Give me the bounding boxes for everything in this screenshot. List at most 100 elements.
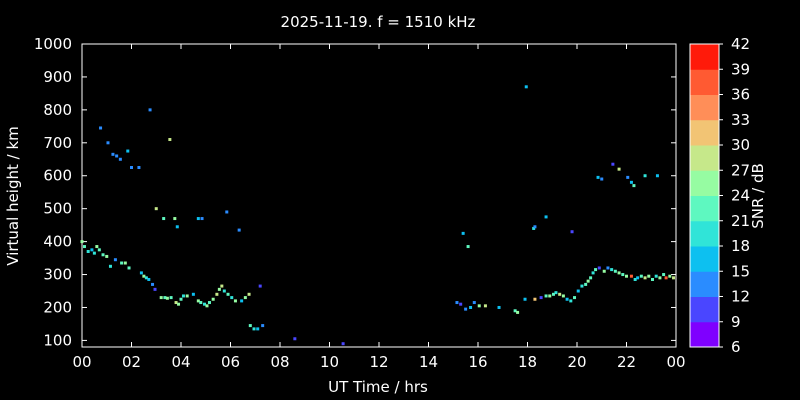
x-tick-label: 06 — [221, 353, 240, 371]
data-point — [647, 274, 651, 278]
colorbar-tick-label: 27 — [731, 161, 750, 179]
colorbar-tick-label: 39 — [731, 60, 750, 78]
data-point — [203, 302, 207, 306]
x-tick-label: 02 — [122, 353, 141, 371]
data-point — [551, 292, 555, 296]
colorbar-segment — [690, 220, 719, 247]
data-point — [594, 268, 598, 272]
data-point — [97, 248, 101, 252]
data-point — [573, 296, 577, 300]
data-point — [248, 324, 252, 328]
data-point — [643, 276, 647, 280]
data-point — [137, 166, 141, 170]
data-point — [148, 108, 152, 112]
data-point — [120, 261, 124, 265]
data-point — [461, 231, 465, 235]
data-point — [341, 342, 345, 346]
data-point — [643, 174, 647, 178]
x-tick-label: 20 — [567, 353, 586, 371]
data-point — [144, 276, 148, 280]
x-tick-label: 16 — [468, 353, 487, 371]
data-point — [99, 126, 103, 130]
data-point — [154, 207, 158, 211]
x-tick-label: 22 — [617, 353, 636, 371]
y-tick-label: 700 — [43, 134, 72, 152]
x-tick-label: 08 — [270, 353, 289, 371]
data-point — [222, 289, 226, 293]
y-tick-label: 600 — [43, 167, 72, 185]
data-point — [174, 301, 178, 305]
data-point — [177, 302, 181, 306]
colorbar-tick-label: 12 — [731, 288, 750, 306]
data-point — [92, 251, 96, 255]
data-point — [142, 274, 146, 278]
data-point — [159, 296, 163, 300]
colorbar-segment — [690, 296, 719, 323]
colorbar-tick-label: 6 — [731, 338, 741, 356]
y-tick-label: 300 — [43, 266, 72, 284]
data-point — [162, 217, 166, 221]
colorbar-segment — [690, 94, 719, 121]
data-point — [113, 258, 117, 262]
colorbar-segment — [690, 44, 719, 70]
data-point — [632, 184, 636, 188]
colorbar-tick-label: 18 — [731, 237, 750, 255]
colorbar-tick-label: 30 — [731, 136, 750, 154]
data-point — [175, 225, 179, 229]
data-point — [625, 274, 628, 278]
data-point — [105, 254, 109, 258]
data-point — [243, 296, 247, 300]
x-tick-label: 00 — [666, 353, 685, 371]
data-point — [629, 274, 633, 278]
data-point — [207, 301, 211, 305]
data-point — [163, 296, 167, 300]
data-point — [513, 309, 517, 313]
colorbar-label: SNR / dB — [749, 163, 767, 229]
colorbar-segment — [690, 170, 719, 196]
data-point — [240, 299, 244, 303]
data-point — [672, 276, 676, 280]
data-point — [516, 310, 520, 314]
data-point — [539, 296, 543, 300]
data-point — [185, 294, 189, 298]
y-tick-label: 100 — [43, 331, 72, 349]
colorbar-tick-label: 36 — [731, 86, 750, 104]
y-tick-label: 500 — [43, 200, 72, 218]
colorbar-segment — [690, 119, 719, 146]
data-point — [196, 217, 200, 221]
data-point — [151, 282, 155, 286]
data-point — [181, 294, 185, 298]
data-point — [650, 277, 654, 281]
data-point — [544, 294, 548, 298]
data-point — [617, 167, 621, 171]
colorbar-segment — [690, 145, 719, 171]
data-point — [252, 327, 256, 331]
data-point — [455, 301, 459, 305]
data-point — [561, 294, 565, 298]
x-tick-label: 10 — [320, 353, 339, 371]
data-point — [483, 304, 487, 308]
data-point — [576, 289, 580, 293]
data-point — [613, 269, 617, 273]
y-tick-label: 1000 — [34, 35, 72, 53]
plot-area — [81, 43, 677, 348]
data-point — [626, 175, 630, 179]
data-point — [629, 180, 633, 184]
x-tick-label: 00 — [72, 353, 91, 371]
data-point — [293, 337, 297, 341]
data-point — [108, 264, 112, 268]
y-axis-ticks: 100 200 300 400 500 600 700 800 900 1000 — [34, 35, 676, 349]
data-point — [130, 166, 133, 170]
x-tick-label: 12 — [369, 353, 388, 371]
data-point — [523, 297, 527, 301]
data-point — [497, 305, 501, 309]
data-point — [147, 277, 151, 281]
x-axis-ticks: 00 02 04 06 08 10 12 14 16 18 20 22 00 — [72, 44, 686, 371]
x-tick-label: 04 — [171, 353, 190, 371]
data-point — [196, 299, 200, 303]
data-point — [606, 266, 610, 270]
data-point — [464, 307, 468, 311]
data-point — [211, 297, 215, 301]
data-point — [617, 271, 621, 275]
data-point — [86, 249, 90, 253]
